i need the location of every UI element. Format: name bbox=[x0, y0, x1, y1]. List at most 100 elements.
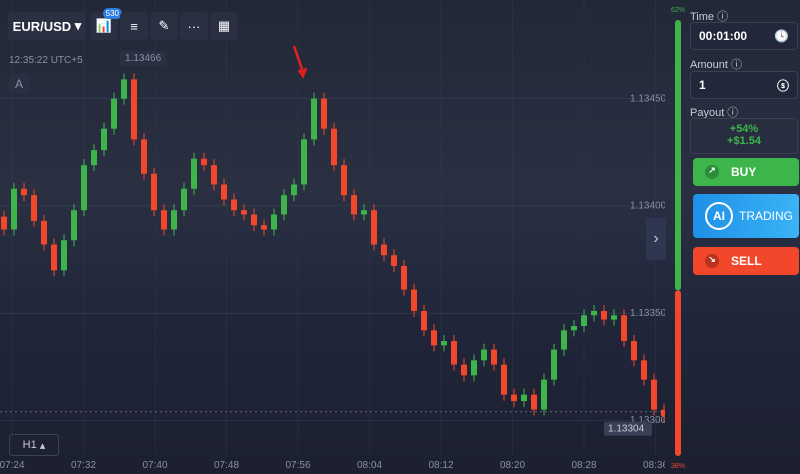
time-label: Time ⓘ bbox=[690, 11, 729, 23]
price-tag: 1.13304 bbox=[608, 423, 645, 434]
expand-panel[interactable]: › bbox=[646, 218, 666, 260]
candle bbox=[391, 255, 397, 266]
candle bbox=[301, 139, 307, 185]
sentiment-down-label: 38% bbox=[671, 463, 685, 470]
sentiment-up bbox=[675, 20, 681, 291]
candle bbox=[481, 349, 487, 361]
buy-button[interactable]: ↗ BUY bbox=[693, 158, 799, 186]
candle bbox=[361, 210, 367, 215]
candle bbox=[371, 210, 377, 245]
x-tick-label: 08:36 bbox=[643, 460, 665, 471]
candle bbox=[151, 173, 157, 211]
candle bbox=[261, 225, 267, 230]
candle bbox=[51, 244, 57, 271]
x-tick-label: 08:12 bbox=[428, 460, 453, 471]
sell-label: SELL bbox=[731, 254, 762, 268]
y-tick-label: 1.13400 bbox=[630, 201, 665, 212]
x-tick-label: 08:04 bbox=[357, 460, 382, 471]
candle bbox=[531, 394, 537, 410]
candle bbox=[401, 265, 407, 290]
candle bbox=[541, 379, 547, 410]
payout-box: +54% +$1.54 bbox=[690, 118, 798, 154]
candle bbox=[341, 165, 347, 196]
candle bbox=[221, 184, 227, 200]
sell-button[interactable]: ↘ SELL bbox=[693, 247, 799, 275]
candle bbox=[271, 214, 277, 230]
sentiment-up-label: 62% bbox=[671, 7, 685, 14]
candle bbox=[1, 216, 7, 230]
amount-input[interactable]: 1 ⓢ bbox=[690, 71, 798, 99]
arrow bbox=[292, 45, 308, 79]
candle bbox=[561, 330, 567, 350]
amount-value: 1 bbox=[699, 78, 706, 92]
pair-selector[interactable]: EUR/USD ▾ bbox=[8, 12, 86, 40]
drawing-tool[interactable]: A bbox=[9, 74, 29, 94]
candle bbox=[101, 128, 107, 151]
layout-button[interactable]: ▦ bbox=[210, 12, 238, 40]
candle bbox=[121, 79, 127, 99]
candle bbox=[71, 210, 77, 241]
chart: 1.13450 1.13400 1.13350 1.13300 07:24 07:32 07… bbox=[0, 0, 665, 471]
candle bbox=[211, 165, 217, 185]
timeframe-label: H1 bbox=[22, 439, 37, 451]
time-value: 00:01:00 bbox=[699, 29, 748, 43]
settings-button[interactable]: ≡ bbox=[120, 12, 148, 40]
candle bbox=[81, 165, 87, 211]
x-tick-label: 07:32 bbox=[71, 460, 96, 471]
candle bbox=[631, 341, 637, 361]
candle bbox=[201, 158, 207, 166]
time-input[interactable]: 00:01:00 🕓 bbox=[690, 22, 798, 50]
candle bbox=[501, 364, 507, 395]
candle bbox=[591, 310, 597, 316]
indicators-button[interactable]: 📊 530 bbox=[90, 8, 122, 40]
timeframe[interactable]: H1 ▴ bbox=[9, 434, 59, 456]
candle bbox=[321, 98, 327, 129]
y-tick-label: 1.13450 bbox=[630, 93, 665, 104]
candle bbox=[551, 349, 557, 380]
candle bbox=[11, 188, 17, 230]
ai-logo: AI bbox=[705, 202, 733, 230]
price-tag-bg bbox=[604, 421, 652, 436]
candle bbox=[181, 188, 187, 211]
candle bbox=[621, 315, 627, 342]
more-button[interactable]: ··· bbox=[180, 12, 208, 40]
candle bbox=[571, 326, 577, 331]
sentiment-bar: 62% 38% bbox=[671, 7, 685, 470]
ai-label: TRADING bbox=[739, 209, 793, 223]
x-tick-label: 07:40 bbox=[142, 460, 167, 471]
candle bbox=[581, 315, 587, 327]
candle bbox=[231, 199, 237, 211]
candle bbox=[381, 244, 387, 256]
y-tick-label: 1.13350 bbox=[630, 308, 665, 319]
candle bbox=[171, 210, 177, 230]
x-tick-label: 08:28 bbox=[571, 460, 596, 471]
candle bbox=[351, 195, 357, 215]
x-tick-label: 08:20 bbox=[500, 460, 525, 471]
candle bbox=[161, 210, 167, 230]
candle bbox=[411, 289, 417, 311]
badge: 530 bbox=[102, 8, 122, 19]
candle bbox=[491, 349, 497, 365]
candle bbox=[521, 394, 527, 402]
candle bbox=[601, 310, 607, 320]
candle bbox=[511, 394, 517, 402]
candle bbox=[91, 150, 97, 166]
candle bbox=[281, 195, 287, 215]
candle bbox=[311, 98, 317, 140]
clock: 12:35:22 UTC+5 bbox=[9, 55, 83, 66]
x-tick-label: 07:48 bbox=[214, 460, 239, 471]
candle bbox=[611, 315, 617, 320]
candle bbox=[111, 98, 117, 129]
candle bbox=[21, 188, 27, 196]
candle bbox=[461, 364, 467, 376]
candle bbox=[451, 341, 457, 365]
draw-button[interactable]: ✎ bbox=[150, 12, 178, 40]
candle bbox=[241, 210, 247, 215]
ai-trading-button[interactable]: AI TRADING bbox=[693, 194, 799, 238]
candle bbox=[641, 360, 647, 380]
candle bbox=[291, 184, 297, 196]
sentiment-down bbox=[675, 290, 681, 456]
x-tick-label: 07:56 bbox=[285, 460, 310, 471]
candle bbox=[41, 220, 47, 245]
candle bbox=[31, 195, 37, 221]
